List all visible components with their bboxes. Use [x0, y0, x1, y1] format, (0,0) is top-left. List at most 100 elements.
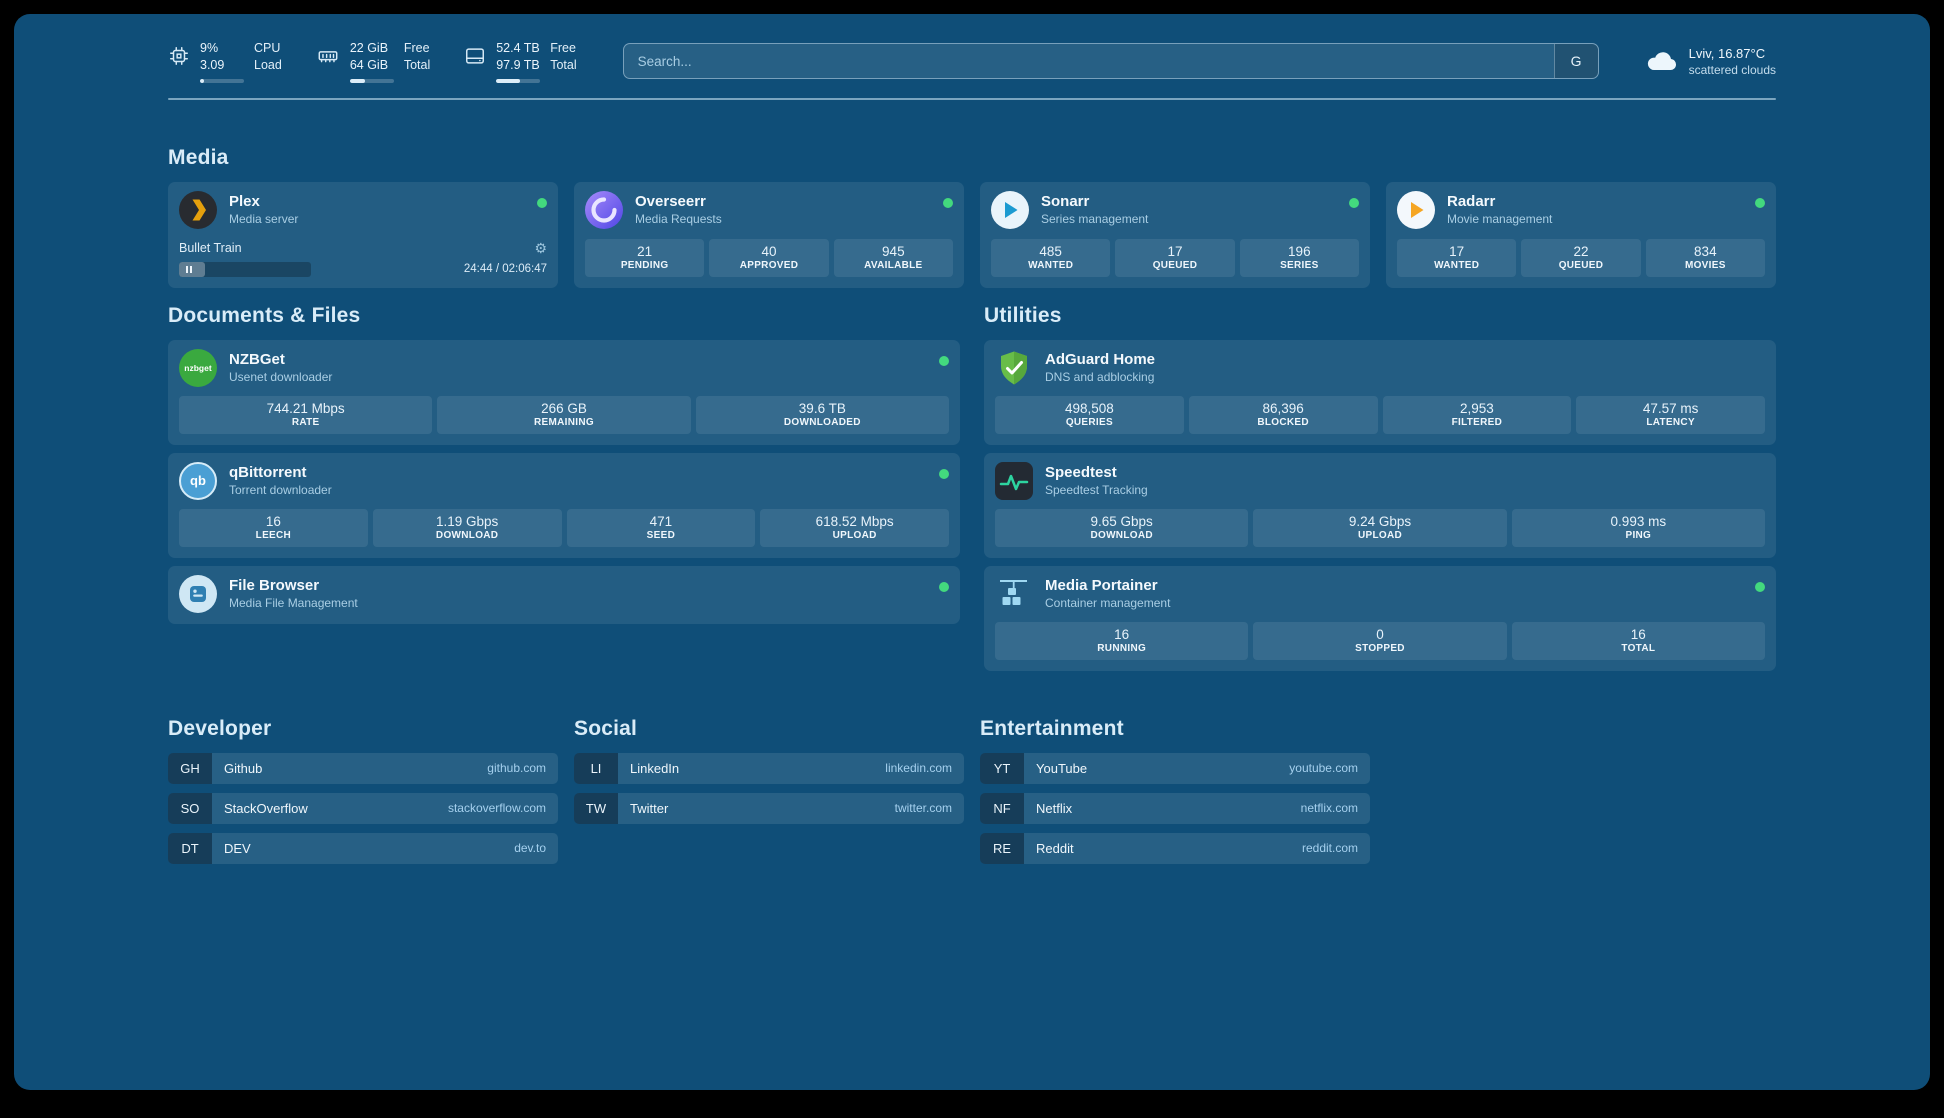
- bookmark-youtube[interactable]: YT YouTube youtube.com: [980, 752, 1370, 784]
- stat-tile: 86,396 BLOCKED: [1188, 395, 1378, 434]
- service-card-filebrowser[interactable]: File Browser Media File Management: [168, 565, 960, 624]
- bookmark-url: youtube.com: [1289, 761, 1358, 776]
- stat-value: 498,508: [1064, 400, 1114, 416]
- status-dot: [939, 355, 949, 366]
- bookmark-name: Netflix: [1036, 800, 1073, 816]
- stat-value: 22: [1573, 243, 1589, 259]
- disk-values: 52.4 TB 97.9 TB: [496, 40, 541, 83]
- stat-label: WANTED: [1434, 259, 1480, 271]
- stat-label: UPLOAD: [1357, 529, 1402, 541]
- service-card-plex[interactable]: Plex Media server Bullet Train ⚙: [168, 181, 558, 288]
- stat-label: TOTAL: [1621, 642, 1656, 654]
- service-desc: Media server: [229, 212, 299, 227]
- service-card-adguard[interactable]: AdGuard Home DNS and adblocking 498,508 …: [984, 339, 1776, 445]
- bookmark-github[interactable]: GH Github github.com: [168, 752, 558, 784]
- bookmark-url: twitter.com: [894, 801, 952, 816]
- service-name: Speedtest: [1045, 464, 1117, 482]
- cpu-labels: CPU Load: [254, 40, 282, 74]
- stat-label: SERIES: [1280, 259, 1319, 271]
- service-desc: Series management: [1041, 212, 1149, 227]
- stat-label: DOWNLOADED: [783, 416, 861, 428]
- disk-labels: Free Total: [550, 40, 576, 74]
- stat-value: 16: [1630, 626, 1646, 642]
- stat-label: QUEUED: [1558, 259, 1604, 271]
- service-card-portainer[interactable]: Media Portainer Container management 16 …: [984, 565, 1776, 671]
- service-card-qbittorrent[interactable]: qb qBittorrent Torrent downloader 16: [168, 452, 960, 558]
- cpu-load: 3.09: [200, 57, 225, 72]
- status-dot: [537, 197, 547, 208]
- service-card-sonarr[interactable]: Sonarr Series management 485 WANTED 17 Q…: [980, 181, 1370, 288]
- service-card-nzbget[interactable]: nzbget NZBGet Usenet downloader 744.21 M…: [168, 339, 960, 445]
- bookmark-dev[interactable]: DT DEV dev.to: [168, 832, 558, 864]
- now-playing-title: Bullet Train: [179, 240, 242, 255]
- bookmark-name: Twitter: [630, 800, 669, 816]
- playback-progress-bar[interactable]: [179, 261, 311, 277]
- plex-icon: [179, 190, 217, 229]
- cpu-values: 9% 3.09: [200, 40, 244, 83]
- bookmark-name: DEV: [224, 840, 251, 856]
- status-dot: [939, 468, 949, 479]
- bookmark-stackoverflow[interactable]: SO StackOverflow stackoverflow.com: [168, 792, 558, 824]
- stat-tile: 618.52 Mbps UPLOAD: [760, 508, 949, 547]
- stat-value: 196: [1288, 243, 1311, 259]
- bookmark-linkedin[interactable]: LI LinkedIn linkedin.com: [574, 752, 964, 784]
- stat-value: 40: [761, 243, 777, 259]
- stat-label: QUERIES: [1065, 416, 1113, 428]
- section-media: Media Plex Media server: [168, 146, 1776, 288]
- stat-tile: 47.57 ms LATENCY: [1576, 395, 1765, 434]
- stat-tile: 9.24 Gbps UPLOAD: [1253, 508, 1507, 547]
- radarr-icon: [1397, 190, 1435, 229]
- status-dot: [1755, 581, 1765, 592]
- stat-label: QUEUED: [1152, 259, 1198, 271]
- service-name: Radarr: [1447, 193, 1496, 211]
- stat-label: APPROVED: [739, 259, 799, 271]
- stat-label: RUNNING: [1097, 642, 1147, 654]
- stat-tile: 471 SEED: [566, 508, 756, 547]
- bookmark-netflix[interactable]: NF Netflix netflix.com: [980, 792, 1370, 824]
- bookmark-url: reddit.com: [1301, 841, 1358, 856]
- stat-tile: 1.19 Gbps DOWNLOAD: [372, 508, 562, 547]
- stat-value: 485: [1039, 243, 1062, 259]
- search-input[interactable]: [623, 44, 1554, 79]
- memory-values: 22 GiB 64 GiB: [349, 40, 394, 83]
- bookmark-name: Reddit: [1036, 840, 1074, 856]
- gear-icon[interactable]: ⚙: [534, 239, 547, 256]
- search-bar[interactable]: G: [622, 43, 1599, 80]
- section-title-documents: Documents & Files: [168, 303, 361, 327]
- pause-button[interactable]: [186, 265, 192, 273]
- stat-label: PING: [1625, 529, 1652, 541]
- service-desc: Torrent downloader: [229, 483, 332, 498]
- service-card-speedtest[interactable]: Speedtest Speedtest Tracking 9.65 Gbps D…: [984, 452, 1776, 558]
- bookmark-abbr: DT: [168, 832, 212, 864]
- bookmark-group-entertainment: Entertainment YT YouTube youtube.com NF …: [980, 717, 1370, 864]
- service-desc: Movie management: [1447, 212, 1553, 227]
- stat-label: BLOCKED: [1257, 416, 1309, 428]
- section-title-utilities: Utilities: [984, 303, 1062, 327]
- weather-location: Lviv, 16.87°C: [1688, 45, 1766, 61]
- bookmark-reddit[interactable]: RE Reddit reddit.com: [980, 832, 1370, 864]
- bookmark-url: github.com: [487, 761, 546, 776]
- section-title-media: Media: [168, 145, 229, 169]
- stat-tile: 16 TOTAL: [1511, 621, 1765, 660]
- weather-condition: scattered clouds: [1688, 63, 1776, 78]
- stat-label: STOPPED: [1355, 642, 1405, 654]
- speedtest-icon: [995, 461, 1033, 500]
- stat-label: PENDING: [620, 259, 669, 271]
- service-name: Plex: [229, 193, 260, 211]
- service-card-overseerr[interactable]: Overseerr Media Requests 21 PENDING 40 A…: [574, 181, 964, 288]
- stat-tile: 22 QUEUED: [1521, 238, 1641, 277]
- disk-usage-bar: [496, 78, 541, 83]
- stat-value: 9.65 Gbps: [1090, 513, 1153, 529]
- stat-label: REMAINING: [534, 416, 594, 428]
- search-provider-button[interactable]: G: [1553, 44, 1598, 79]
- bookmark-url: stackoverflow.com: [447, 801, 546, 816]
- bookmark-twitter[interactable]: TW Twitter twitter.com: [574, 792, 964, 824]
- service-card-radarr[interactable]: Radarr Movie management 17 WANTED 22 QUE…: [1386, 181, 1776, 288]
- stat-value: 17: [1167, 243, 1183, 259]
- bookmark-name: LinkedIn: [630, 760, 680, 776]
- stat-tile: 9.65 Gbps DOWNLOAD: [995, 508, 1249, 547]
- cpu-label-bottom: Load: [254, 57, 282, 72]
- stat-value: 266 GB: [541, 400, 587, 416]
- stat-value: 39.6 TB: [798, 400, 846, 416]
- stat-value: 9.24 Gbps: [1348, 513, 1412, 529]
